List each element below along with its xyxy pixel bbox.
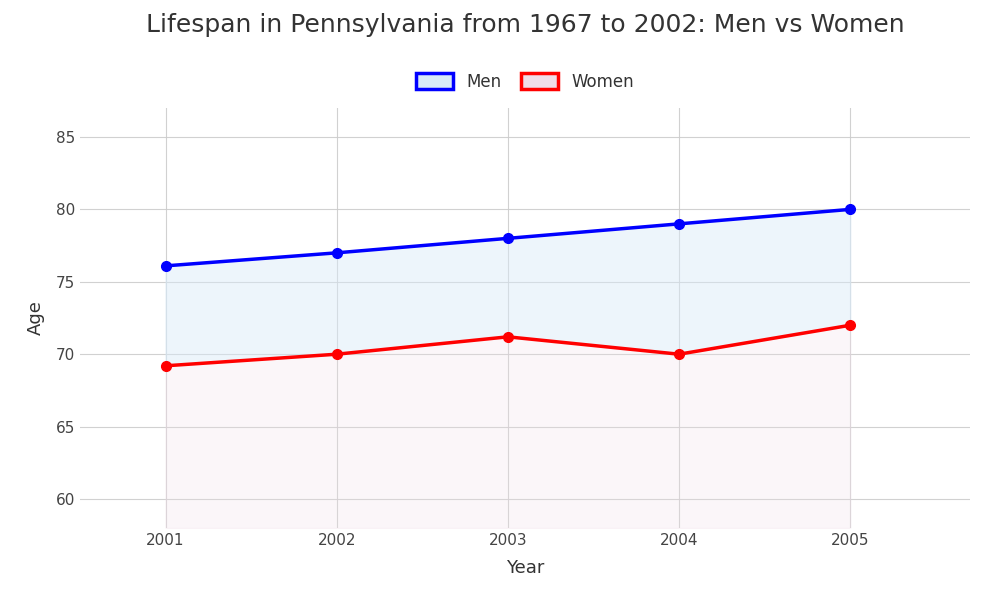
Legend: Men, Women: Men, Women [409,66,641,97]
X-axis label: Year: Year [506,559,544,577]
Y-axis label: Age: Age [27,301,45,335]
Title: Lifespan in Pennsylvania from 1967 to 2002: Men vs Women: Lifespan in Pennsylvania from 1967 to 20… [146,13,904,37]
